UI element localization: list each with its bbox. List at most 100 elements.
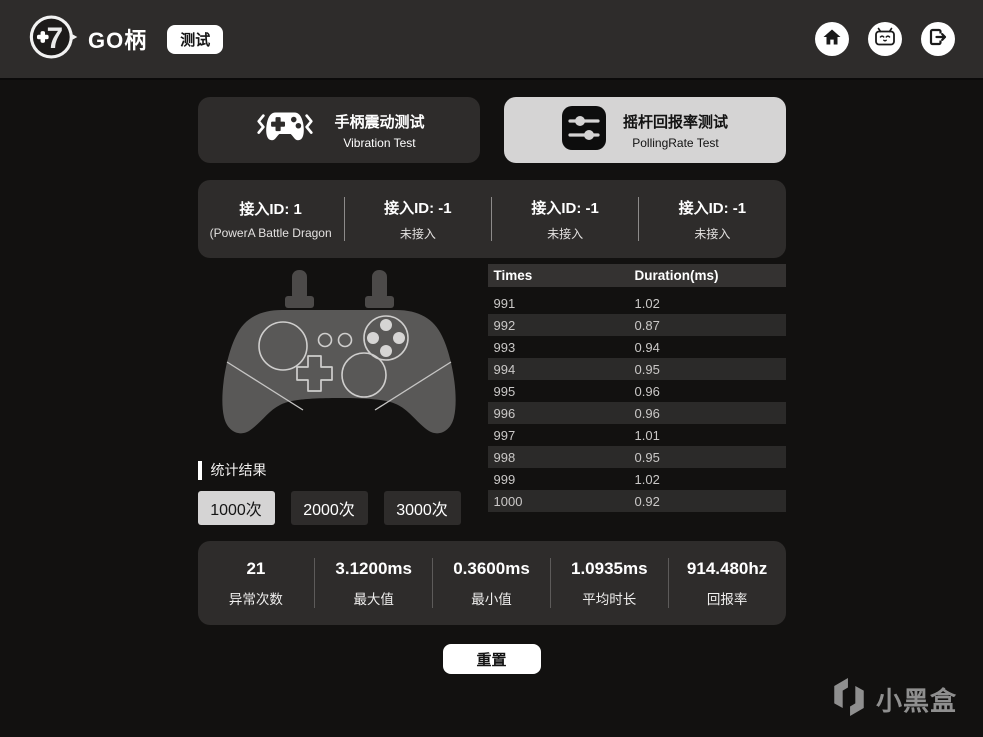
home-button[interactable]: [815, 22, 849, 56]
cell-duration: 0.92: [634, 493, 660, 509]
reset-button[interactable]: 重置: [442, 644, 541, 674]
summary-divider: [432, 558, 434, 608]
cell-duration: 0.95: [634, 361, 660, 377]
sliders-icon: [561, 105, 607, 156]
stat-min: 0.3600ms 最小值: [433, 559, 550, 608]
tv-face-icon: [874, 27, 896, 52]
main-content: 手柄震动测试 Vibration Test 摇杆回报率测试 PollingRat…: [197, 97, 786, 674]
cell-duration: 0.96: [634, 383, 660, 399]
slot-status: 未接入: [547, 226, 584, 241]
app-title: GO柄: [88, 28, 148, 53]
controller-illustration: [198, 264, 480, 454]
svg-text:7: 7: [47, 21, 63, 54]
slot-id-label: 接入ID: -1: [678, 199, 747, 217]
pollingrate-test-subtitle: PollingRate Test: [632, 135, 719, 150]
brand: 7 GO柄 测试: [28, 13, 224, 66]
cell-duration: 1.01: [634, 427, 660, 443]
table-header-row: Times Duration(ms): [487, 264, 786, 287]
stat-label: 回报率: [706, 591, 748, 607]
pollingrate-test-title: 摇杆回报率测试: [622, 113, 728, 131]
section-accent-bar: [197, 460, 202, 480]
slot-status: (PowerA Battle Dragon: [209, 226, 332, 240]
cell-times: 999: [493, 471, 516, 487]
stat-abnormal-count: 21 异常次数: [198, 559, 315, 608]
slot-divider: [638, 197, 640, 241]
slot-4: 接入ID: -1 未接入: [639, 197, 785, 242]
stats-section-title: 统计结果: [210, 462, 267, 478]
summary-divider: [314, 558, 316, 608]
stat-label: 平均时长: [582, 591, 637, 607]
cell-times: 995: [493, 383, 516, 399]
stat-average: 1.0935ms 平均时长: [551, 559, 668, 608]
col-header-duration: Duration(ms): [634, 268, 719, 283]
count-button-3000[interactable]: 3000次: [383, 491, 461, 525]
stat-value: 21: [246, 558, 266, 578]
col-header-times: Times: [493, 268, 533, 283]
stat-value: 914.480hz: [686, 558, 768, 578]
vibration-gamepad-icon: [252, 105, 318, 156]
stat-pollingrate: 914.480hz 回报率: [669, 559, 786, 608]
home-icon: [822, 27, 842, 52]
slot-3: 接入ID: -1 未接入: [492, 197, 638, 242]
cell-times: 992: [493, 317, 516, 333]
cell-duration: 0.87: [634, 317, 660, 333]
slot-status: 未接入: [399, 226, 436, 241]
table-row: 991 1.02: [488, 292, 786, 314]
cell-duration: 0.95: [634, 449, 660, 465]
heybox-logo-icon: [831, 677, 867, 722]
table-row: 999 1.02: [488, 468, 786, 490]
slot-status: 未接入: [694, 226, 731, 241]
table-row: 996 0.96: [487, 402, 786, 424]
cell-times: 994: [493, 361, 516, 377]
logout-icon: [928, 27, 948, 52]
slot-id-label: 接入ID: -1: [384, 199, 452, 217]
cell-times: 1000: [493, 493, 523, 509]
table-row: 997 1.01: [488, 424, 786, 446]
mode-badge: 测试: [167, 24, 224, 54]
heybox-watermark: 小黑盒: [831, 677, 957, 722]
slot-id-label: 接入ID: 1: [239, 201, 302, 218]
stat-value: 1.0935ms: [571, 558, 648, 578]
controller-slots-panel: 接入ID: 1 (PowerA Battle Dragon 接入ID: -1 未…: [197, 180, 786, 258]
count-button-1000[interactable]: 1000次: [197, 491, 275, 525]
cell-duration: 1.02: [634, 295, 660, 311]
slot-divider: [491, 197, 492, 241]
cell-duration: 0.94: [634, 339, 660, 355]
watermark-text: 小黑盒: [875, 686, 957, 716]
summary-divider: [667, 558, 669, 608]
table-row: 995 0.96: [488, 380, 786, 402]
count-button-2000[interactable]: 2000次: [290, 491, 368, 525]
app-logo-icon: 7: [28, 13, 80, 66]
stat-value: 0.3600ms: [453, 558, 530, 578]
stat-max: 3.1200ms 最大值: [315, 559, 432, 608]
cell-times: 997: [493, 427, 516, 443]
cell-times: 996: [493, 405, 516, 421]
cell-times: 991: [493, 295, 516, 311]
cell-duration: 1.02: [634, 471, 660, 487]
exit-button[interactable]: [921, 22, 955, 56]
polling-table: Times Duration(ms) 991 1.02 992 0.87 993 0.…: [487, 264, 786, 525]
summary-panel: 21 异常次数 3.1200ms 最大值 0.3600ms 最小值 1.0935…: [197, 541, 786, 625]
slot-divider: [343, 197, 345, 241]
slot-id-label: 接入ID: -1: [531, 199, 599, 217]
stats-section-header: 统计结果: [197, 460, 480, 480]
table-body: 991 1.02 992 0.87 993 0.94 994 0.95 995 0.96 …: [487, 292, 786, 512]
tab-pollingrate-test[interactable]: 摇杆回报率测试 PollingRate Test: [503, 97, 786, 163]
cell-times: 993: [493, 339, 516, 355]
vibration-test-subtitle: Vibration Test: [343, 135, 416, 150]
table-row: 998 0.95: [487, 446, 786, 468]
stat-value: 3.1200ms: [335, 558, 412, 578]
video-channel-button[interactable]: [868, 22, 902, 56]
slot-1: 接入ID: 1 (PowerA Battle Dragon: [198, 198, 344, 240]
cell-duration: 0.96: [634, 405, 660, 421]
top-bar: 7 GO柄 测试: [0, 0, 983, 80]
cell-times: 998: [493, 449, 516, 465]
table-row: 993 0.94: [488, 336, 786, 358]
stat-label: 最大值: [353, 591, 394, 607]
tab-vibration-test[interactable]: 手柄震动测试 Vibration Test: [197, 97, 480, 163]
table-row: 1000 0.92: [487, 490, 786, 512]
table-row: 994 0.95: [487, 358, 786, 380]
stat-label: 最小值: [471, 591, 512, 607]
slot-2: 接入ID: -1 未接入: [345, 197, 491, 242]
